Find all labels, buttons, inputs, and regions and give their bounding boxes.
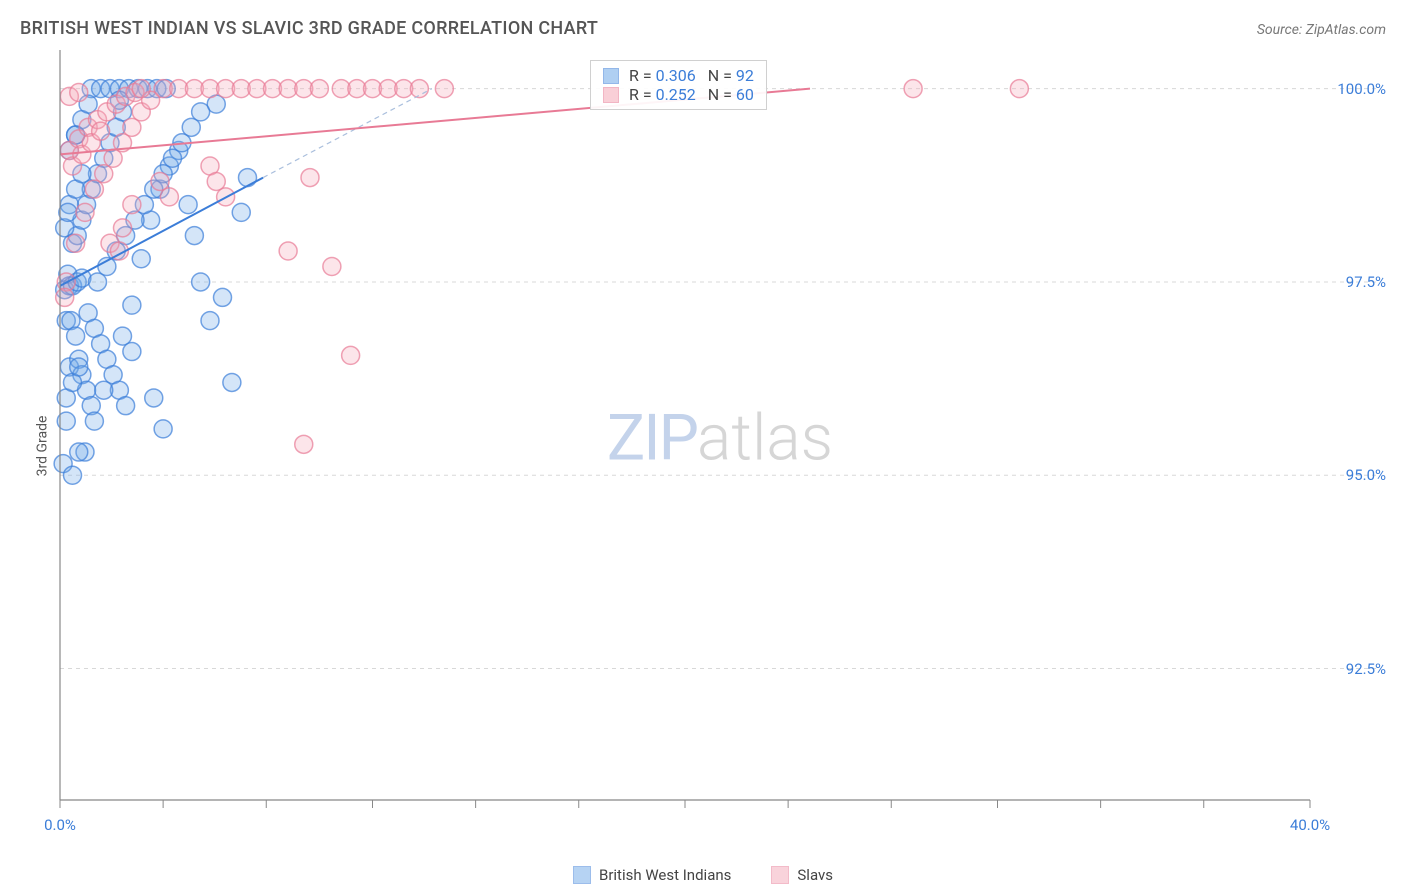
data-point [223, 373, 241, 391]
data-point [67, 327, 85, 345]
legend-swatch-icon [771, 866, 789, 884]
correlation-row: R = 0.252 N = 60 [603, 85, 754, 104]
legend-label: Slavs [797, 866, 833, 884]
data-point [342, 346, 360, 364]
y-axis-title: 3rd Grade [34, 416, 50, 477]
data-point [239, 169, 257, 187]
data-point [1010, 80, 1028, 98]
data-point [192, 273, 210, 291]
data-point [179, 196, 197, 214]
data-point [70, 443, 88, 461]
data-point [185, 227, 203, 245]
data-point [95, 381, 113, 399]
x-tick-label: 0.0% [44, 816, 76, 834]
data-point [154, 420, 172, 438]
data-point [70, 358, 88, 376]
legend-item: Slavs [771, 866, 833, 884]
y-tick-label: 92.5% [1346, 660, 1386, 678]
data-point [117, 397, 135, 415]
scatter-chart: ZIPatlas R = 0.306 N = 92R = 0.252 N = 6… [50, 50, 1390, 825]
data-point [64, 466, 82, 484]
data-point [70, 84, 88, 102]
data-point [145, 389, 163, 407]
regression-line-extrapolated [263, 89, 432, 178]
y-tick-label: 97.5% [1346, 273, 1386, 291]
data-point [214, 288, 232, 306]
legend-swatch-icon [603, 68, 619, 84]
correlation-row: R = 0.306 N = 92 [603, 66, 754, 85]
data-point [67, 234, 85, 252]
data-point [904, 80, 922, 98]
series-legend: British West Indians Slavs [0, 866, 1406, 884]
data-point [123, 343, 141, 361]
data-point [59, 203, 77, 221]
data-point [114, 219, 132, 237]
source-attribution: Source: ZipAtlas.com [1257, 22, 1386, 38]
data-point [301, 169, 319, 187]
data-point [123, 296, 141, 314]
correlation-legend-box: R = 0.306 N = 92R = 0.252 N = 60 [590, 60, 767, 110]
data-point [310, 80, 328, 98]
chart-title: BRITISH WEST INDIAN VS SLAVIC 3RD GRADE … [20, 18, 598, 39]
data-point [92, 122, 110, 140]
data-point [435, 80, 453, 98]
data-point [410, 80, 428, 98]
data-point [56, 288, 74, 306]
legend-item: British West Indians [573, 866, 731, 884]
correlation-text: R = 0.306 N = 92 [629, 66, 754, 85]
data-point [279, 242, 297, 260]
legend-swatch-icon [573, 866, 591, 884]
data-point [192, 103, 210, 121]
data-point [160, 188, 178, 206]
x-tick-label: 40.0% [1290, 816, 1330, 834]
chart-svg [50, 50, 1390, 825]
data-point [123, 196, 141, 214]
data-point [323, 257, 341, 275]
y-tick-label: 95.0% [1346, 466, 1386, 484]
correlation-text: R = 0.252 N = 60 [629, 85, 754, 104]
data-point [201, 312, 219, 330]
y-tick-label: 100.0% [1337, 80, 1386, 98]
data-point [232, 203, 250, 221]
data-point [295, 435, 313, 453]
data-point [132, 250, 150, 268]
data-point [85, 412, 103, 430]
legend-label: British West Indians [599, 866, 731, 884]
data-point [132, 80, 150, 98]
legend-swatch-icon [603, 87, 619, 103]
data-point [76, 203, 94, 221]
